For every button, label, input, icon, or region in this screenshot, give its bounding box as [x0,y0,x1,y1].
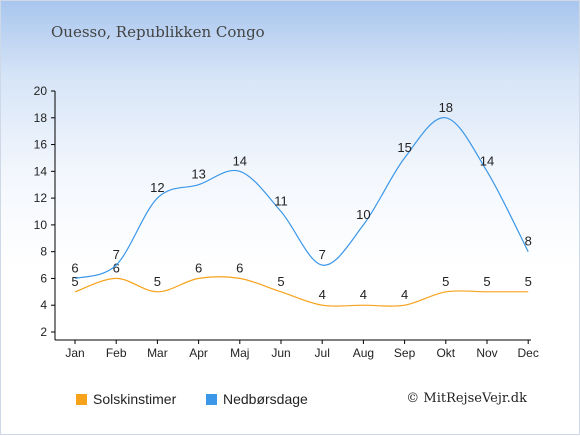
data-label-sun: 4 [360,287,367,302]
legend-swatch-rain [206,393,217,405]
legend-item-rain: Nedbørsdage [206,391,308,407]
y-tick-label: 14 [34,164,48,178]
y-tick-label: 8 [40,245,47,259]
data-label-sun: 4 [401,287,408,302]
data-label-rain: 7 [113,247,120,262]
x-tick-label: Feb [106,346,127,360]
x-tick-label: Okt [436,346,455,360]
data-label-sun: 5 [525,274,532,289]
legend-item-sun: Solskinstimer [76,391,176,407]
data-label-sun: 5 [154,274,161,289]
data-label-rain: 7 [319,247,326,262]
x-tick-label: Dec [518,346,539,360]
x-tick-label: Sep [394,346,416,360]
data-label-rain: 13 [191,167,205,182]
data-label-rain: 18 [439,100,453,115]
x-tick-label: Jan [65,346,84,360]
series-line-rain [74,117,529,280]
data-label-sun: 6 [236,260,243,275]
data-label-rain: 8 [525,234,532,249]
data-label-sun: 6 [113,260,120,275]
x-tick-label: Mar [147,346,168,360]
data-label-sun: 5 [483,274,490,289]
data-label-sun: 6 [195,260,202,275]
legend-label-rain: Nedbørsdage [223,391,308,407]
data-label-sun: 4 [319,287,326,302]
data-label-sun: 5 [277,274,284,289]
data-label-sun: 5 [442,274,449,289]
data-label-rain: 14 [233,153,247,168]
data-label-rain: 11 [274,194,288,209]
y-tick-label: 10 [34,218,48,232]
y-tick-label: 2 [40,325,47,339]
x-tick-label: Apr [189,346,208,360]
chart-title: Ouesso, Republikken Congo [51,23,265,41]
y-tick-label: 6 [40,271,47,285]
data-label-rain: 15 [397,140,411,155]
legend-label-sun: Solskinstimer [93,391,177,407]
y-tick-label: 16 [34,138,48,152]
y-tick-label: 12 [34,191,48,205]
data-label-rain: 6 [71,260,78,275]
data-label-rain: 10 [356,207,370,222]
data-label-rain: 12 [150,180,164,195]
x-tick-label: Maj [230,346,249,360]
x-tick-label: Jul [315,346,330,360]
copyright-text[interactable]: © MitRejseVejr.dk [406,391,527,406]
x-tick-label: Aug [353,346,374,360]
data-label-rain: 14 [480,153,494,168]
y-tick-label: 20 [34,84,48,98]
data-label-sun: 5 [71,274,78,289]
x-tick-label: Nov [476,346,497,360]
y-tick-label: 18 [34,111,48,125]
series-line-sun [74,276,529,307]
x-tick-label: Jun [271,346,290,360]
y-tick-label: 4 [40,298,47,312]
legend-swatch-sun [76,393,87,405]
